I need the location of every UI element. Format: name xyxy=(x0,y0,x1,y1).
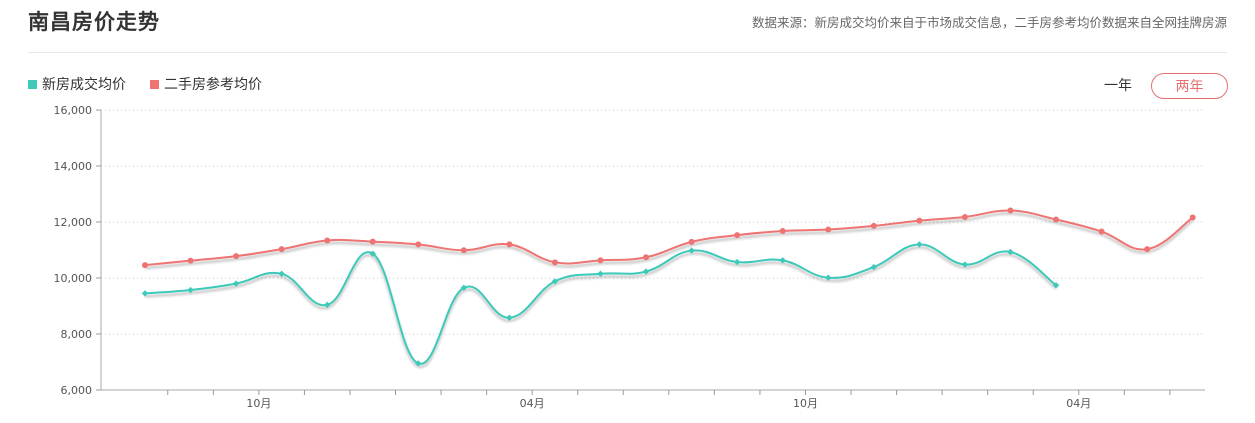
y-tick-label: 6,000 xyxy=(61,384,93,397)
data-point-new-homes[interactable] xyxy=(642,268,650,275)
data-point-resale[interactable] xyxy=(415,241,422,248)
series-line-new-homes xyxy=(144,243,1057,365)
data-point-new-homes[interactable] xyxy=(324,301,331,309)
data-point-new-homes[interactable] xyxy=(141,290,149,297)
data-point-new-homes[interactable] xyxy=(825,274,832,281)
data-point-new-homes[interactable] xyxy=(733,258,741,266)
data-point-new-homes[interactable] xyxy=(916,241,923,248)
data-point-resale[interactable] xyxy=(961,213,968,220)
data-point-new-homes[interactable] xyxy=(369,250,376,257)
data-point-new-homes[interactable] xyxy=(597,270,604,277)
data-source-note: 数据来源：新房成交均价来自于市场成交信息，二手房参考均价数据来自全网挂牌房源 xyxy=(751,15,1227,30)
y-tick-label: 14,000 xyxy=(54,160,93,173)
range-one-year-button[interactable]: 一年 xyxy=(1104,78,1132,94)
data-point-resale[interactable] xyxy=(278,246,285,253)
data-point-new-homes[interactable] xyxy=(1052,282,1060,289)
data-point-resale[interactable] xyxy=(142,262,148,269)
data-point-resale[interactable] xyxy=(1007,207,1014,214)
time-range-selector: 一年 两年 xyxy=(1093,73,1228,99)
y-tick-label: 12,000 xyxy=(54,216,93,229)
legend-swatch-resale xyxy=(150,79,159,89)
data-point-resale[interactable] xyxy=(597,257,604,264)
y-tick-label: 8,000 xyxy=(61,328,93,341)
legend-item-new-homes[interactable]: 新房成交均价 xyxy=(28,74,126,94)
data-point-new-homes[interactable] xyxy=(415,360,422,367)
data-point-resale[interactable] xyxy=(1098,228,1105,235)
range-two-years-button[interactable]: 两年 xyxy=(1151,73,1228,99)
data-point-resale[interactable] xyxy=(187,257,194,264)
data-point-new-homes[interactable] xyxy=(779,257,786,264)
legend-item-resale[interactable]: 二手房参考均价 xyxy=(150,74,262,94)
chart-legend: 新房成交均价 二手房参考均价 xyxy=(28,74,286,94)
data-point-new-homes[interactable] xyxy=(278,270,285,277)
y-tick-label: 10,000 xyxy=(54,272,93,285)
data-point-new-homes[interactable] xyxy=(551,278,559,285)
data-point-resale[interactable] xyxy=(870,222,877,229)
data-point-resale[interactable] xyxy=(1189,214,1196,221)
data-point-resale[interactable] xyxy=(1144,246,1151,253)
data-point-resale[interactable] xyxy=(643,254,650,261)
legend-label-new-homes: 新房成交均价 xyxy=(42,77,126,93)
data-point-resale[interactable] xyxy=(460,247,467,254)
x-tick-label: 04月 xyxy=(520,397,545,410)
header-divider xyxy=(28,52,1227,53)
data-point-resale[interactable] xyxy=(233,253,240,260)
x-tick-label: 04月 xyxy=(1066,397,1091,410)
x-tick-label: 10月 xyxy=(246,397,271,410)
data-point-resale[interactable] xyxy=(734,232,741,239)
data-point-new-homes[interactable] xyxy=(870,263,877,271)
data-point-new-homes[interactable] xyxy=(232,280,240,287)
data-point-new-homes[interactable] xyxy=(1007,248,1014,256)
data-point-resale[interactable] xyxy=(369,238,376,245)
x-tick-label: 10月 xyxy=(793,397,818,410)
series-line-resale xyxy=(144,209,1194,267)
legend-swatch-new-homes xyxy=(28,79,37,89)
data-point-new-homes[interactable] xyxy=(688,247,695,254)
page-title: 南昌房价走势 xyxy=(28,10,160,34)
data-point-resale[interactable] xyxy=(324,237,331,244)
data-point-resale[interactable] xyxy=(779,227,786,234)
data-point-new-homes[interactable] xyxy=(460,284,468,291)
data-point-new-homes[interactable] xyxy=(187,286,194,294)
data-point-resale[interactable] xyxy=(1053,216,1059,223)
data-point-new-homes[interactable] xyxy=(961,261,969,268)
data-point-resale[interactable] xyxy=(688,238,695,245)
data-point-resale[interactable] xyxy=(551,259,558,266)
data-point-new-homes[interactable] xyxy=(506,314,513,321)
data-point-resale[interactable] xyxy=(825,226,832,233)
data-point-resale[interactable] xyxy=(506,241,513,248)
y-tick-label: 16,000 xyxy=(54,104,93,117)
data-point-resale[interactable] xyxy=(916,217,923,224)
legend-label-resale: 二手房参考均价 xyxy=(164,77,262,93)
